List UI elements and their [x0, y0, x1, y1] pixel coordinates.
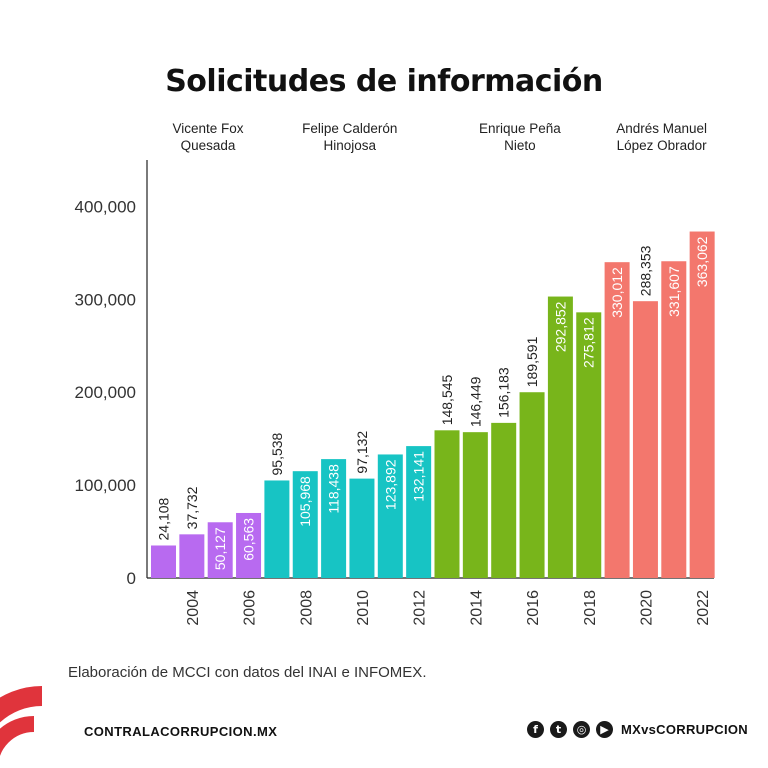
data-label: 118,438 [326, 464, 342, 514]
bar-2020 [632, 301, 658, 578]
bar-2018 [576, 312, 602, 578]
x-tick-label: 2012 [412, 590, 429, 626]
data-label: 331,607 [666, 266, 682, 317]
bar-2010 [349, 478, 375, 578]
social-handle[interactable]: MXvsCORRUPCION [621, 722, 748, 737]
bar-2012 [406, 446, 432, 578]
data-label: 275,812 [581, 317, 597, 368]
data-label: 156,183 [496, 367, 512, 418]
group-label: López Obrador [617, 138, 708, 153]
twitter-icon[interactable]: t [550, 721, 567, 738]
bar-2007 [264, 480, 290, 578]
bar-2017 [547, 296, 573, 578]
x-tick-label: 2004 [185, 590, 202, 626]
chart-title: Solicitudes de información [165, 64, 603, 99]
website-link[interactable]: CONTRALACORRUPCION.MX [84, 724, 278, 739]
bar-2011 [377, 454, 403, 578]
bar-2004 [179, 534, 205, 578]
group-label: Felipe Calderón [302, 121, 397, 136]
group-label: Quesada [181, 138, 236, 153]
x-tick-label: 2022 [695, 590, 712, 626]
data-label: 292,852 [552, 301, 568, 352]
data-label: 50,127 [212, 527, 228, 570]
data-label: 123,892 [382, 459, 398, 510]
data-label: 97,132 [354, 431, 370, 474]
group-label: Hinojosa [324, 138, 377, 153]
bar-2005 [207, 522, 233, 578]
group-label: Vicente Fox [173, 121, 244, 136]
bar-2021 [661, 261, 687, 578]
y-tick-label: 0 [127, 569, 136, 588]
data-label: 60,563 [241, 518, 257, 561]
x-tick-label: 2016 [525, 590, 542, 626]
data-label: 189,591 [524, 336, 540, 387]
y-tick-label: 200,000 [75, 383, 136, 402]
bar-2013 [434, 430, 460, 578]
x-tick-label: 2010 [355, 590, 372, 626]
bar-2003 [151, 545, 176, 578]
instagram-icon[interactable]: ◎ [573, 721, 590, 738]
bar-2008 [292, 471, 318, 578]
data-label: 24,108 [156, 497, 172, 540]
x-tick-label: 2008 [298, 590, 315, 626]
y-tick-label: 300,000 [75, 290, 136, 309]
source-note: Elaboración de MCCI con datos del INAI e… [68, 664, 427, 681]
data-label: 330,012 [609, 267, 625, 318]
data-label: 37,732 [184, 486, 200, 529]
data-label: 148,545 [439, 374, 455, 425]
data-label: 288,353 [637, 245, 653, 296]
y-tick-label: 400,000 [75, 197, 136, 216]
group-label: Enrique Peña [479, 121, 561, 136]
group-label: Andrés Manuel [616, 121, 707, 136]
data-label: 132,141 [411, 451, 427, 502]
y-tick-label: 100,000 [75, 476, 136, 495]
x-tick-label: 2014 [468, 590, 485, 626]
youtube-icon[interactable]: ▶ [596, 721, 613, 738]
bar-2022 [689, 231, 715, 578]
data-label: 146,449 [467, 376, 483, 427]
bar-2006 [236, 512, 262, 578]
data-label: 105,968 [297, 476, 313, 527]
group-label: Nieto [504, 138, 536, 153]
social-bar: f t ◎ ▶ MXvsCORRUPCION [527, 721, 748, 738]
bar-2019 [604, 262, 630, 578]
bar-2009 [321, 459, 347, 578]
x-tick-label: 2018 [582, 590, 599, 626]
bar-chart: 0 100,000 200,000 300,000 400,000 24,108 37,73… [75, 121, 715, 626]
x-tick-label: 2006 [242, 590, 259, 626]
bar-2014 [462, 432, 488, 578]
brand-logo-icon [0, 686, 43, 757]
bar-2015 [491, 422, 517, 578]
data-label: 363,062 [694, 236, 710, 287]
bar-2016 [519, 392, 545, 578]
facebook-icon[interactable]: f [527, 721, 544, 738]
data-label: 95,538 [269, 432, 285, 475]
x-tick-label: 2020 [638, 590, 655, 626]
